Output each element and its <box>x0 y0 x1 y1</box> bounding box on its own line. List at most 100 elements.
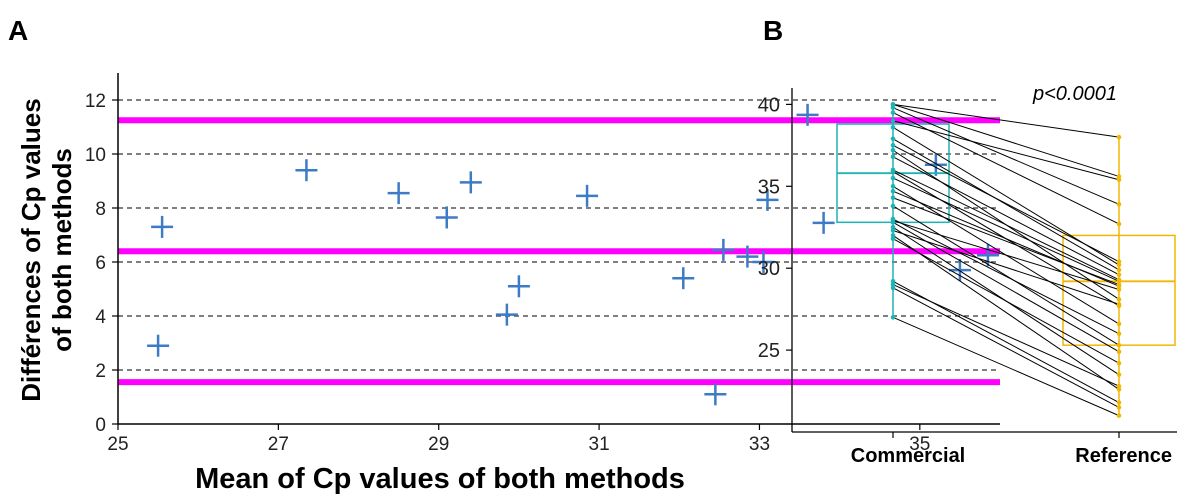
b-point-reference <box>1116 405 1122 410</box>
b-point-reference <box>1116 259 1122 264</box>
b-pair-line <box>892 197 1120 286</box>
b-y-tick-label: 40 <box>758 94 780 116</box>
panel-a-letter: A <box>8 15 28 46</box>
b-point-reference <box>1116 331 1122 337</box>
b-point-reference <box>1116 400 1122 405</box>
b-point-reference <box>1116 221 1122 227</box>
b-pair-line <box>892 169 1120 281</box>
b-point-commercial <box>890 183 896 189</box>
b-category-label: Commercial <box>851 445 966 467</box>
p-value-annotation: p<0.0001 <box>1032 83 1117 105</box>
a-data-point <box>151 215 174 238</box>
b-point-reference <box>1116 372 1122 377</box>
b-point-reference <box>1116 387 1122 392</box>
b-point-reference <box>1116 321 1122 327</box>
b-point-reference <box>1116 202 1122 207</box>
a-data-point <box>147 334 170 357</box>
b-category-labels: Commercial Reference <box>851 432 1172 467</box>
b-pair-line <box>892 284 1120 387</box>
b-point-reference <box>1116 174 1122 179</box>
b-point-commercial <box>890 147 896 153</box>
a-y-tick-label: 8 <box>95 199 106 220</box>
b-point-commercial <box>890 233 896 238</box>
b-pair-line <box>892 205 1120 346</box>
b-point-commercial <box>890 175 896 181</box>
a-x-tick-label: 31 <box>589 434 610 455</box>
b-boxes <box>836 104 1176 416</box>
b-point-commercial <box>890 105 896 110</box>
a-x-tick-label: 35 <box>909 434 930 455</box>
a-data-point <box>712 238 735 261</box>
a-y-tick-label: 10 <box>85 145 106 166</box>
b-pair-line <box>892 120 1120 181</box>
b-point-reference <box>1116 349 1122 355</box>
a-axes <box>117 73 1000 425</box>
a-data-point <box>576 184 599 207</box>
scatter-plot-a: 0 2 4 6 8 10 12 25 27 29 31 33 35 Différences of Cp … <box>16 73 1000 494</box>
b-point-commercial <box>890 278 896 284</box>
b-pair-line <box>892 156 1120 276</box>
b-axes <box>791 88 1177 433</box>
b-point-commercial <box>890 188 896 194</box>
b-point-commercial <box>890 236 896 242</box>
b-point-commercial <box>890 220 896 225</box>
a-data-point <box>948 259 971 282</box>
b-point-reference <box>1116 301 1122 307</box>
b-pair-line <box>892 112 1120 225</box>
a-data-point <box>507 275 530 298</box>
b-pair-line <box>892 238 1120 364</box>
a-data-point <box>295 159 318 182</box>
a-data-point <box>812 211 835 234</box>
b-point-reference <box>1116 297 1122 302</box>
a-x-tick-label: 27 <box>268 434 289 455</box>
a-data-point <box>387 182 410 205</box>
b-pair-line <box>892 177 1120 282</box>
b-ticks: 25 30 35 40 <box>758 94 792 362</box>
b-y-tick-label: 25 <box>758 340 780 362</box>
b-point-commercial <box>890 110 896 115</box>
b-point-reference <box>1116 287 1122 292</box>
a-y-axis-title-line1: Différences of Cp values <box>16 98 46 401</box>
b-pair-line <box>892 220 1120 290</box>
a-x-axis-title: Mean of Cp values of both methods <box>195 463 685 494</box>
a-data-point <box>796 103 819 126</box>
b-point-reference <box>1116 262 1122 268</box>
b-point-reference <box>1116 342 1122 348</box>
a-data-point <box>924 153 947 176</box>
a-data-point <box>435 206 458 229</box>
b-point-reference <box>1116 267 1122 273</box>
b-point-reference <box>1116 272 1122 278</box>
a-gridlines <box>118 99 1000 371</box>
b-point-commercial <box>890 228 896 233</box>
b-point-commercial <box>890 136 896 142</box>
b-point-commercial <box>890 282 896 287</box>
a-y-tick-label: 2 <box>95 361 106 382</box>
b-point-reference <box>1116 177 1122 183</box>
b-pair-line <box>892 221 1120 353</box>
b-point-reference <box>1116 360 1122 366</box>
a-data-point <box>459 171 482 194</box>
b-pair-line <box>892 235 1120 390</box>
b-pair-line <box>892 107 1120 205</box>
a-data-point <box>752 251 775 273</box>
a-data-point <box>976 244 999 267</box>
b-pair-line <box>892 103 1120 177</box>
a-y-tick-label: 4 <box>95 307 106 328</box>
b-y-tick-label: 35 <box>758 176 780 198</box>
b-pair-line <box>892 218 1120 335</box>
a-y-tick-label: 12 <box>85 91 106 112</box>
b-point-commercial <box>890 315 896 320</box>
b-point-commercial <box>890 118 896 124</box>
a-ticks: 0 2 4 6 8 10 12 25 27 29 31 33 35 <box>85 91 931 455</box>
b-point-reference <box>1116 383 1122 389</box>
b-point-reference <box>1116 413 1122 418</box>
b-category-label: Reference <box>1075 445 1172 467</box>
b-point-reference <box>1116 282 1122 287</box>
a-points <box>147 103 999 406</box>
a-y-tick-label: 6 <box>95 253 106 274</box>
b-pair-line <box>892 138 1120 271</box>
a-data-point <box>756 188 779 211</box>
b-pair-line <box>892 230 1120 305</box>
a-reference-lines <box>118 117 1000 386</box>
